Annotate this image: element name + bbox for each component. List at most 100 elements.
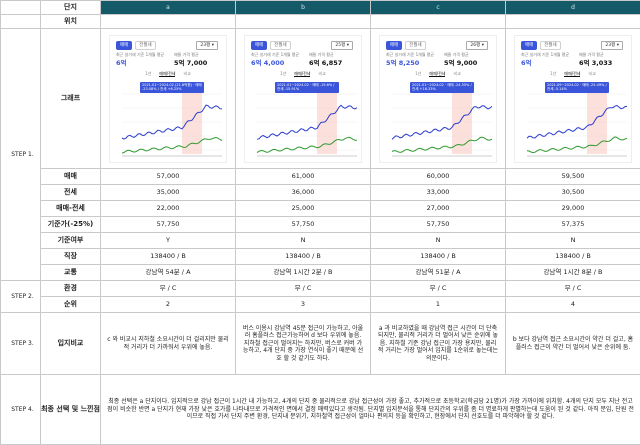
current-label: 매물 가격 평균 bbox=[444, 51, 469, 57]
tab-sale[interactable]: 매매 bbox=[116, 40, 133, 51]
qualify-a[interactable]: Y bbox=[100, 232, 236, 249]
chevron-down-icon: ▾ bbox=[211, 42, 214, 48]
area-select[interactable]: 23평 ▾ bbox=[196, 40, 218, 51]
sale-line bbox=[391, 104, 493, 140]
qualify-c[interactable]: N bbox=[370, 232, 506, 249]
tab-sale[interactable]: 매매 bbox=[251, 40, 268, 51]
gap-a[interactable]: 22,000 bbox=[100, 200, 236, 217]
area-select[interactable]: 25평 ▾ bbox=[331, 40, 353, 51]
complex-header-a[interactable]: a bbox=[100, 0, 236, 15]
subtab-sale-jeonse[interactable]: 매매/전세 bbox=[159, 70, 176, 77]
current-label: 매물 가격 평균 bbox=[579, 51, 604, 57]
subtab-period[interactable]: 1년 bbox=[550, 70, 557, 76]
bid-c[interactable]: 57,750 bbox=[370, 216, 506, 233]
area-value: 23평 bbox=[200, 42, 211, 48]
gap-b[interactable]: 25,000 bbox=[235, 200, 371, 217]
area-select[interactable]: 26평 ▾ bbox=[466, 40, 488, 51]
sale-d[interactable]: 59,500 bbox=[505, 168, 640, 185]
gap-d[interactable]: 29,000 bbox=[505, 200, 640, 217]
complex-header-d[interactable]: d bbox=[505, 0, 640, 15]
commute-a[interactable]: 138400 / B bbox=[100, 248, 236, 265]
graph-cell-a[interactable]: 매매 전월세 23평 ▾ 최근 실거래 기준 1개월 평균 6억 매물 가격 평균 5억 7… bbox=[100, 28, 236, 169]
subtab-period[interactable]: 1년 bbox=[280, 70, 287, 76]
rank-d[interactable]: 4 bbox=[505, 296, 640, 313]
rank-b[interactable]: 3 bbox=[235, 296, 371, 313]
subtab-sale-jeonse[interactable]: 매매/전세 bbox=[294, 70, 311, 77]
complex-header-b[interactable]: b bbox=[235, 0, 371, 15]
compare-a[interactable]: c 와 비교시 지하철 소요시간이 더 걸리지만 물리적 거리가 더 가까워서 … bbox=[100, 312, 236, 375]
chevron-down-icon: ▾ bbox=[481, 42, 484, 48]
listing-card: 매매 전월세 25평 ▾ 최근 실거래 기준 1개월 평균 6억 4,000 매물 가격 … bbox=[244, 34, 362, 163]
jeonse-line bbox=[256, 136, 357, 153]
transport-a[interactable]: 강남역 54분 / A bbox=[100, 264, 236, 281]
sale-c[interactable]: 60,000 bbox=[370, 168, 506, 185]
tab-rent[interactable]: 전월세 bbox=[405, 40, 426, 51]
subtab-sale-jeonse[interactable]: 매매/전세 bbox=[564, 70, 581, 77]
transport-c[interactable]: 강남역 51분 / A bbox=[370, 264, 506, 281]
environment-d[interactable]: 무 / C bbox=[505, 280, 640, 297]
tab-rent[interactable]: 전월세 bbox=[135, 40, 156, 51]
subtab-period[interactable]: 1년 bbox=[415, 70, 422, 76]
commute-c[interactable]: 138400 / B bbox=[370, 248, 506, 265]
label-commute: 직장 bbox=[40, 248, 101, 265]
location-cell-b[interactable] bbox=[235, 14, 371, 29]
location-cell-c[interactable] bbox=[370, 14, 506, 29]
subtab-sale-jeonse[interactable]: 매매/전세 bbox=[429, 70, 446, 77]
chevron-down-icon: ▾ bbox=[346, 42, 349, 48]
commute-b[interactable]: 138400 / B bbox=[235, 248, 371, 265]
jeonse-line bbox=[121, 136, 223, 154]
highlight-band bbox=[587, 89, 607, 154]
location-cell-a[interactable] bbox=[100, 14, 236, 29]
highlight-band bbox=[452, 89, 472, 154]
sale-a[interactable]: 57,000 bbox=[100, 168, 236, 185]
tab-rent[interactable]: 전월세 bbox=[540, 40, 561, 51]
sale-b[interactable]: 61,000 bbox=[235, 168, 371, 185]
jeonse-b[interactable]: 36,000 bbox=[235, 184, 371, 201]
subtab-compare[interactable]: 비교 bbox=[318, 70, 326, 76]
gap-c[interactable]: 27,000 bbox=[370, 200, 506, 217]
area-select[interactable]: 23평 ▾ bbox=[601, 40, 623, 51]
subtab-compare[interactable]: 비교 bbox=[183, 70, 191, 76]
chart-tooltip: 2021.01~2024.02 · 매매 -24.55% / 전세 +16.33… bbox=[410, 81, 474, 94]
rank-c[interactable]: 1 bbox=[370, 296, 506, 313]
listing-card: 매매 전월세 26평 ▾ 최근 실거래 기준 1개월 평균 5억 8,250 매물 가격 … bbox=[379, 34, 497, 163]
final-notes[interactable]: 최종 선택은 a 단지이다. 입지적으로 강남 접근이 1시간 내 가능하고, … bbox=[100, 374, 640, 445]
compare-d[interactable]: b 보다 강남역 접근 소요시간이 약간 더 걸고, 홈플러스 접근이 약간 더… bbox=[505, 312, 640, 375]
transport-d[interactable]: 강남역 1시간 8분 / B bbox=[505, 264, 640, 281]
subtab-period[interactable]: 1년 bbox=[145, 70, 152, 76]
environment-a[interactable]: 무 / C bbox=[100, 280, 236, 297]
compare-b[interactable]: 버스 이용시 강남역 45분 접근이 가능하고, 아울러 홈플러스 접근가능하여… bbox=[235, 312, 371, 375]
qualify-b[interactable]: N bbox=[235, 232, 371, 249]
jeonse-d[interactable]: 30,500 bbox=[505, 184, 640, 201]
bid-b[interactable]: 57,750 bbox=[235, 216, 371, 233]
commute-d[interactable]: 138400 / B bbox=[505, 248, 640, 265]
listing-card: 매매 전월세 23평 ▾ 최근 실거래 기준 1개월 평균 6억 매물 가격 평균 6억 3… bbox=[514, 34, 632, 163]
rank-a[interactable]: 2 bbox=[100, 296, 236, 313]
environment-b[interactable]: 무 / C bbox=[235, 280, 371, 297]
bid-d[interactable]: 57,375 bbox=[505, 216, 640, 233]
transport-b[interactable]: 강남역 1시간 2분 / B bbox=[235, 264, 371, 281]
jeonse-a[interactable]: 35,000 bbox=[100, 184, 236, 201]
label-graph: 그래프 bbox=[40, 28, 101, 169]
tab-sale[interactable]: 매매 bbox=[386, 40, 403, 51]
graph-cell-b[interactable]: 매매 전월세 25평 ▾ 최근 실거래 기준 1개월 평균 6억 4,000 매물 가격 … bbox=[235, 28, 371, 169]
tab-sale[interactable]: 매매 bbox=[521, 40, 538, 51]
highlight-band bbox=[182, 89, 202, 154]
avg-label: 최근 실거래 기준 1개월 평균 bbox=[386, 51, 435, 57]
tab-rent[interactable]: 전월세 bbox=[270, 40, 291, 51]
compare-c[interactable]: a 과 비교하였을 때 강남역 접근 시간이 더 단축되지만, 물리적 거리가 … bbox=[370, 312, 506, 375]
area-value: 25평 bbox=[335, 42, 346, 48]
complex-header-c[interactable]: c bbox=[370, 0, 506, 15]
label-environment: 환경 bbox=[40, 280, 101, 297]
label-rank: 순위 bbox=[40, 296, 101, 313]
environment-c[interactable]: 무 / C bbox=[370, 280, 506, 297]
jeonse-c[interactable]: 33,000 bbox=[370, 184, 506, 201]
graph-cell-c[interactable]: 매매 전월세 26평 ▾ 최근 실거래 기준 1개월 평균 5억 8,250 매물 가격 … bbox=[370, 28, 506, 169]
subtab-compare[interactable]: 비교 bbox=[588, 70, 596, 76]
qualify-d[interactable]: N bbox=[505, 232, 640, 249]
location-cell-d[interactable] bbox=[505, 14, 640, 29]
label-complex: 단지 bbox=[40, 0, 101, 15]
bid-a[interactable]: 57,750 bbox=[100, 216, 236, 233]
subtab-compare[interactable]: 비교 bbox=[453, 70, 461, 76]
graph-cell-d[interactable]: 매매 전월세 23평 ▾ 최근 실거래 기준 1개월 평균 6억 매물 가격 평균 6억 3… bbox=[505, 28, 640, 169]
